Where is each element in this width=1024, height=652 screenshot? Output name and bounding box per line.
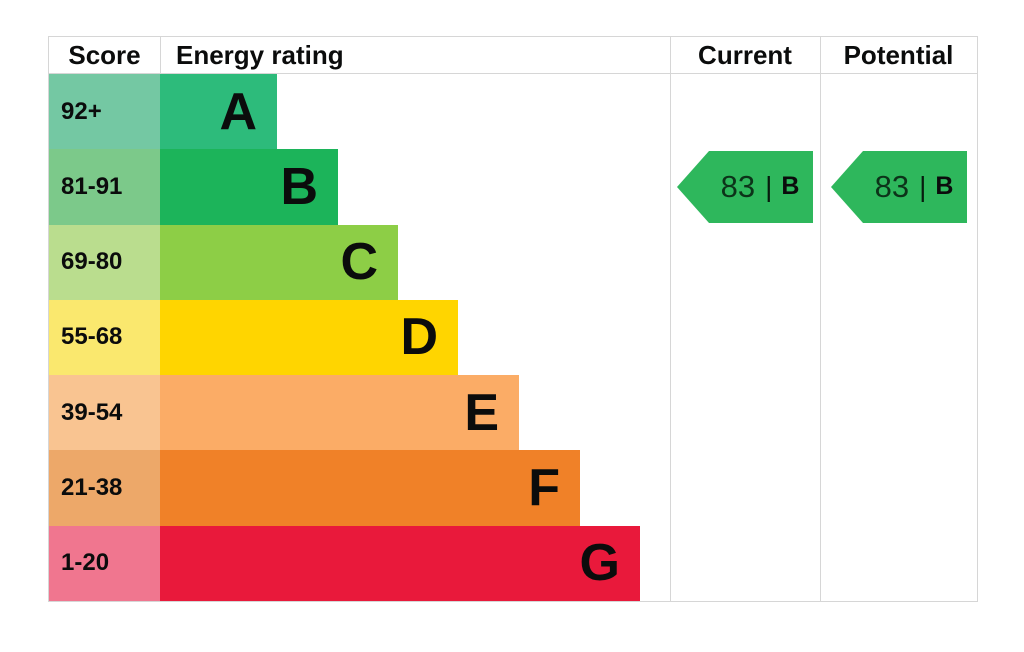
band-letter: C <box>340 233 378 292</box>
band-rows: 92+ A 81-91 B 69-80 C 55-68 D 39-54 E 21… <box>49 74 670 601</box>
score-band-separator: | <box>919 170 927 202</box>
column-divider-potential <box>820 37 821 601</box>
score-range: 81-91 <box>49 149 160 225</box>
column-divider-current <box>670 37 671 601</box>
band-row-g: 1-20 G <box>49 525 670 601</box>
band-letter: B <box>280 157 318 216</box>
current-rating-column: 83 | B <box>670 74 820 601</box>
score-range: 69-80 <box>49 224 160 300</box>
band-bar: A <box>160 74 277 150</box>
band-row-e: 39-54 E <box>49 375 670 451</box>
epc-rating-chart: Score Energy rating Current Potential 92… <box>48 36 978 602</box>
band-bar: B <box>160 149 338 225</box>
band-letter: A <box>219 82 257 141</box>
left-arrow-shape <box>677 150 813 223</box>
band-bar: E <box>160 375 519 451</box>
left-arrow-shape <box>831 150 967 223</box>
band-letter: D <box>400 308 438 367</box>
score-range: 39-54 <box>49 375 160 451</box>
current-column-header: Current <box>698 39 792 70</box>
score-range: 1-20 <box>49 525 160 601</box>
band-row-b: 81-91 B <box>49 149 670 225</box>
band-bar: F <box>160 450 580 526</box>
potential-rating-text: 83 | B <box>861 151 967 223</box>
potential-band-letter: B <box>935 172 954 201</box>
band-row-a: 92+ A <box>49 74 670 150</box>
band-letter: E <box>464 383 499 442</box>
band-row-c: 69-80 C <box>49 224 670 300</box>
score-range: 92+ <box>49 74 160 150</box>
band-bar: C <box>160 224 398 300</box>
potential-rating-arrow: 83 | B <box>831 150 967 223</box>
band-letter: F <box>528 459 560 518</box>
band-letter: G <box>579 534 620 593</box>
score-column-header: Score <box>68 39 141 70</box>
band-row-f: 21-38 F <box>49 450 670 526</box>
header-divider <box>160 37 161 73</box>
potential-column-header: Potential <box>843 39 954 70</box>
score-range: 55-68 <box>49 299 160 376</box>
score-range: 21-38 <box>49 450 160 526</box>
potential-score-value: 83 <box>874 168 910 204</box>
header-bottom-border <box>49 73 977 74</box>
current-score-value: 83 <box>720 168 756 204</box>
current-rating-arrow: 83 | B <box>677 150 813 223</box>
energy-rating-column-header: Energy rating <box>176 39 344 70</box>
band-bar: D <box>160 299 458 376</box>
band-row-d: 55-68 D <box>49 299 670 376</box>
band-bar: G <box>160 525 640 601</box>
current-rating-text: 83 | B <box>707 151 813 223</box>
potential-rating-column: 83 | B <box>820 74 977 601</box>
score-band-separator: | <box>765 170 773 202</box>
header-row: Score Energy rating Current Potential <box>49 37 977 73</box>
current-band-letter: B <box>781 172 800 201</box>
